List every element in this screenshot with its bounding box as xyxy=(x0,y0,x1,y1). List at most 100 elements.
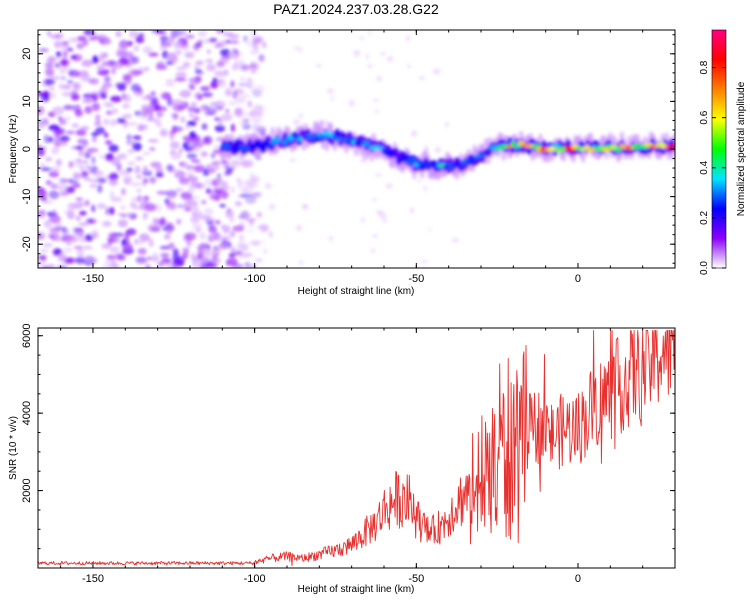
x-tick-label: -100 xyxy=(244,573,266,585)
noise-blob xyxy=(298,260,304,265)
noise-blob xyxy=(172,264,178,268)
noise-blob xyxy=(376,75,383,82)
noise-blob xyxy=(136,188,142,193)
noise-blob xyxy=(264,182,272,190)
noise-blob xyxy=(432,68,441,75)
noise-blob xyxy=(172,257,185,266)
noise-blob xyxy=(98,92,107,99)
noise-blob xyxy=(367,30,372,35)
y-tick-label: 0 xyxy=(21,146,33,152)
noise-blob xyxy=(143,165,148,173)
noise-blob xyxy=(191,260,202,268)
noise-blob xyxy=(63,106,75,111)
x-tick-label: -100 xyxy=(244,273,266,285)
noise-blob xyxy=(128,30,139,39)
noise-blob xyxy=(79,165,84,171)
noise-blob xyxy=(104,258,115,265)
noise-blob xyxy=(161,256,169,266)
noise-blob xyxy=(91,31,97,37)
noise-blob xyxy=(245,39,252,47)
noise-blob xyxy=(51,208,57,214)
y-tick-label: 6000 xyxy=(21,323,33,347)
noise-blob xyxy=(129,202,137,209)
noise-blob xyxy=(60,76,67,80)
noise-blob xyxy=(105,206,110,216)
noise-blob xyxy=(38,254,47,261)
noise-blob xyxy=(147,139,159,143)
noise-blob xyxy=(72,82,80,89)
noise-blob xyxy=(40,93,50,103)
noise-blob xyxy=(220,184,230,190)
noise-blob xyxy=(191,224,203,230)
noise-blob xyxy=(104,75,111,83)
snr-y-label: SNR (10 * v/v) xyxy=(8,416,19,480)
noise-blob xyxy=(55,140,62,148)
noise-blob xyxy=(365,53,369,60)
noise-blob xyxy=(142,151,151,155)
noise-blob xyxy=(241,93,251,99)
noise-blob xyxy=(84,234,94,242)
noise-blob xyxy=(222,225,231,234)
noise-blob xyxy=(263,248,267,255)
noise-blob xyxy=(38,146,44,155)
noise-blob xyxy=(62,40,69,46)
colorbar-tick-label: 0.0 xyxy=(699,261,710,275)
noise-blob xyxy=(101,61,110,67)
noise-blob xyxy=(84,105,93,114)
noise-blob xyxy=(117,212,124,217)
noise-blob xyxy=(104,132,109,138)
noise-blob xyxy=(217,117,224,127)
noise-blob xyxy=(95,177,107,184)
noise-blob xyxy=(84,154,91,158)
noise-blob xyxy=(49,34,60,40)
ridge-core xyxy=(478,153,486,157)
noise-blob xyxy=(253,117,263,125)
noise-blob xyxy=(182,61,191,68)
noise-blob xyxy=(109,246,120,253)
noise-blob xyxy=(46,30,52,37)
noise-blob xyxy=(48,136,54,143)
noise-blob xyxy=(172,41,183,48)
noise-blob xyxy=(174,170,180,176)
noise-blob xyxy=(95,126,106,135)
noise-blob xyxy=(47,264,56,268)
noise-blob xyxy=(133,45,139,52)
noise-blob xyxy=(175,71,187,78)
noise-blob xyxy=(225,108,230,114)
noise-blob xyxy=(38,261,43,267)
colorbar-tick-label: 0.4 xyxy=(699,160,710,174)
noise-blob xyxy=(122,93,132,103)
noise-blob xyxy=(237,194,247,198)
noise-blob xyxy=(100,69,111,73)
noise-blob xyxy=(236,51,244,57)
noise-blob xyxy=(70,93,80,101)
ridge-core xyxy=(451,164,459,168)
noise-blob xyxy=(202,38,211,44)
noise-blob xyxy=(289,158,296,162)
noise-blob xyxy=(49,235,56,239)
noise-blob xyxy=(187,175,199,183)
noise-blob xyxy=(206,63,216,72)
noise-blob xyxy=(127,149,135,154)
ridge-core xyxy=(269,141,276,145)
noise-blob xyxy=(76,248,85,258)
noise-blob xyxy=(75,129,87,136)
noise-blob xyxy=(73,174,83,179)
noise-blob xyxy=(62,247,73,253)
noise-blob xyxy=(234,201,243,207)
noise-blob xyxy=(192,205,200,212)
noise-blob xyxy=(117,44,129,49)
noise-blob xyxy=(46,56,56,64)
noise-blob xyxy=(250,48,260,55)
noise-blob xyxy=(131,56,140,64)
noise-blob xyxy=(153,104,162,112)
ridge-core xyxy=(408,157,417,164)
noise-blob xyxy=(200,151,208,158)
noise-blob xyxy=(182,247,190,252)
y-tick-label: 2000 xyxy=(21,478,33,502)
noise-blob xyxy=(140,112,145,121)
noise-blob xyxy=(221,190,229,200)
noise-blob xyxy=(176,127,182,132)
noise-blob xyxy=(190,101,197,108)
noise-blob xyxy=(110,95,122,103)
